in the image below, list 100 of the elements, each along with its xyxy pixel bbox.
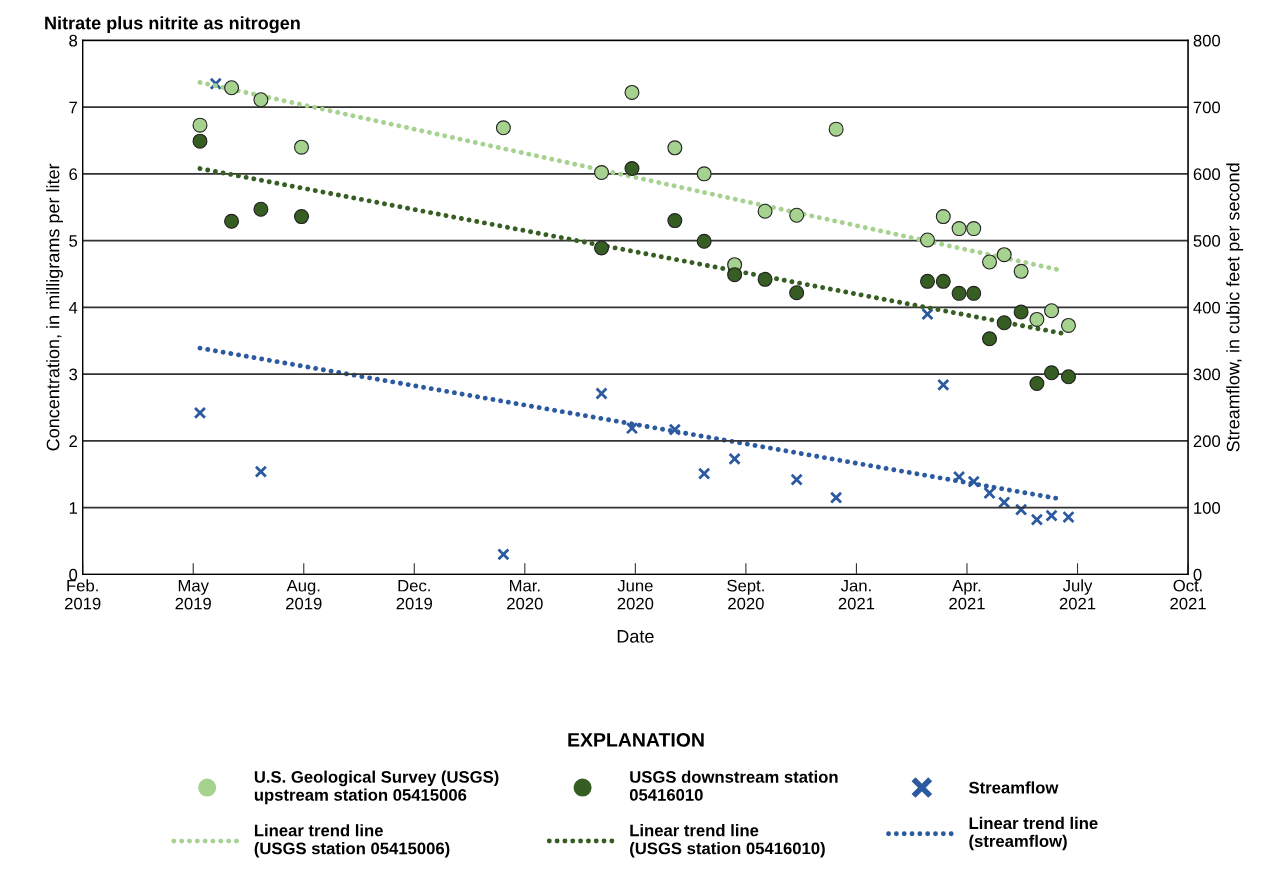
x-tick-label: May 2019 (175, 579, 211, 610)
point (919, 232, 935, 248)
point (595, 387, 608, 400)
y-tick-label: 5 (69, 235, 78, 247)
point (254, 465, 268, 478)
x-tick-label: Oct. 2021 (1170, 579, 1206, 610)
point (667, 213, 683, 229)
x-tick-label: Sept. 2020 (727, 579, 764, 610)
point (696, 166, 712, 182)
x-axis-title: Date (617, 630, 654, 643)
legend-label: USGS downstream station 05416010 (629, 770, 838, 801)
y-tick-label: 7 (69, 101, 77, 114)
point (936, 378, 950, 392)
point (1060, 369, 1076, 385)
y2-axis-title: Streamflow, in cubic feet per second (1226, 163, 1244, 452)
point (1030, 513, 1044, 526)
point (828, 121, 844, 137)
y-tick-label: 1 (69, 502, 78, 514)
point (982, 331, 998, 347)
point (497, 548, 510, 561)
point (625, 421, 639, 435)
point (919, 273, 935, 289)
point (983, 486, 996, 500)
y2-tick-label: 400 (1193, 301, 1221, 314)
point (727, 267, 743, 283)
point (1029, 311, 1045, 327)
point (668, 423, 682, 436)
point (757, 203, 773, 219)
point (253, 201, 269, 217)
y-axis-title: Concentration, in milligrams per liter (46, 163, 63, 451)
point (1044, 365, 1060, 381)
y2-tick-label: 500 (1193, 235, 1221, 247)
legend-label: U.S. Geological Survey (USGS) upstream station 05415006 (254, 770, 499, 805)
y-tick-label: 3 (69, 368, 78, 381)
point (624, 84, 640, 100)
chart-title: Nitrate plus nitrite as nitrogen (45, 16, 300, 34)
y2-tick-label: 0 (1193, 568, 1202, 581)
point (193, 406, 207, 420)
point (967, 475, 981, 488)
y-tick-label: 6 (69, 168, 78, 181)
point (996, 247, 1012, 263)
point (1062, 510, 1075, 524)
point (789, 207, 805, 223)
point (829, 491, 843, 504)
y2-tick-label: 100 (1194, 502, 1221, 514)
legend-label: Linear trend line (USGS station 05415006) (254, 824, 450, 858)
point (697, 467, 711, 480)
x-tick-label: Aug. 2019 (286, 579, 322, 610)
point (224, 213, 240, 229)
y2-tick-label: 600 (1193, 168, 1221, 181)
point (966, 285, 982, 301)
point (293, 209, 309, 225)
point (667, 140, 683, 156)
point (594, 240, 610, 256)
point (495, 120, 511, 136)
point (1045, 509, 1058, 522)
x-tick-label: Mar. 2020 (507, 579, 543, 610)
x-tick-label: Feb. 2019 (64, 579, 101, 610)
point (1013, 304, 1029, 320)
x-tick-label: Jan. 2021 (838, 579, 875, 610)
y2-tick-label: 300 (1193, 368, 1221, 381)
point (997, 496, 1011, 509)
legend-title: EXPLANATION (568, 732, 704, 747)
legend-label: Linear trend line (USGS station 05416010) (630, 824, 825, 858)
point (728, 452, 741, 466)
point (1014, 503, 1028, 516)
x-tick-label: July 2021 (1059, 579, 1096, 610)
point (757, 271, 773, 287)
point (1044, 303, 1060, 319)
point (253, 92, 269, 108)
point (951, 285, 967, 301)
y-tick-label: 8 (69, 34, 78, 47)
x-tick-label: Apr. 2021 (949, 579, 985, 610)
point (966, 221, 982, 237)
point (696, 233, 712, 249)
y2-tick-label: 800 (1193, 34, 1221, 47)
point (935, 273, 951, 289)
legend-label: Linear trend line (streamflow) (969, 816, 1098, 851)
legend-label: Streamflow (969, 781, 1059, 794)
point (224, 80, 240, 96)
y2-tick-label: 200 (1193, 435, 1221, 448)
point (594, 165, 610, 181)
y-tick-label: 2 (69, 435, 77, 447)
y-tick-label: 4 (68, 301, 78, 314)
point (1029, 375, 1045, 391)
point (293, 139, 309, 155)
y2-tick-label: 700 (1193, 101, 1221, 114)
point (982, 254, 998, 270)
point (952, 470, 966, 484)
point (789, 285, 805, 301)
point (192, 133, 208, 149)
x-tick-label: June 2020 (617, 579, 654, 610)
point (935, 209, 951, 225)
point (1060, 317, 1076, 333)
x-tick-label: Dec. 2019 (396, 579, 433, 610)
point (951, 221, 967, 237)
point (996, 315, 1012, 331)
point (624, 161, 640, 177)
point (790, 473, 803, 486)
point (192, 117, 208, 133)
